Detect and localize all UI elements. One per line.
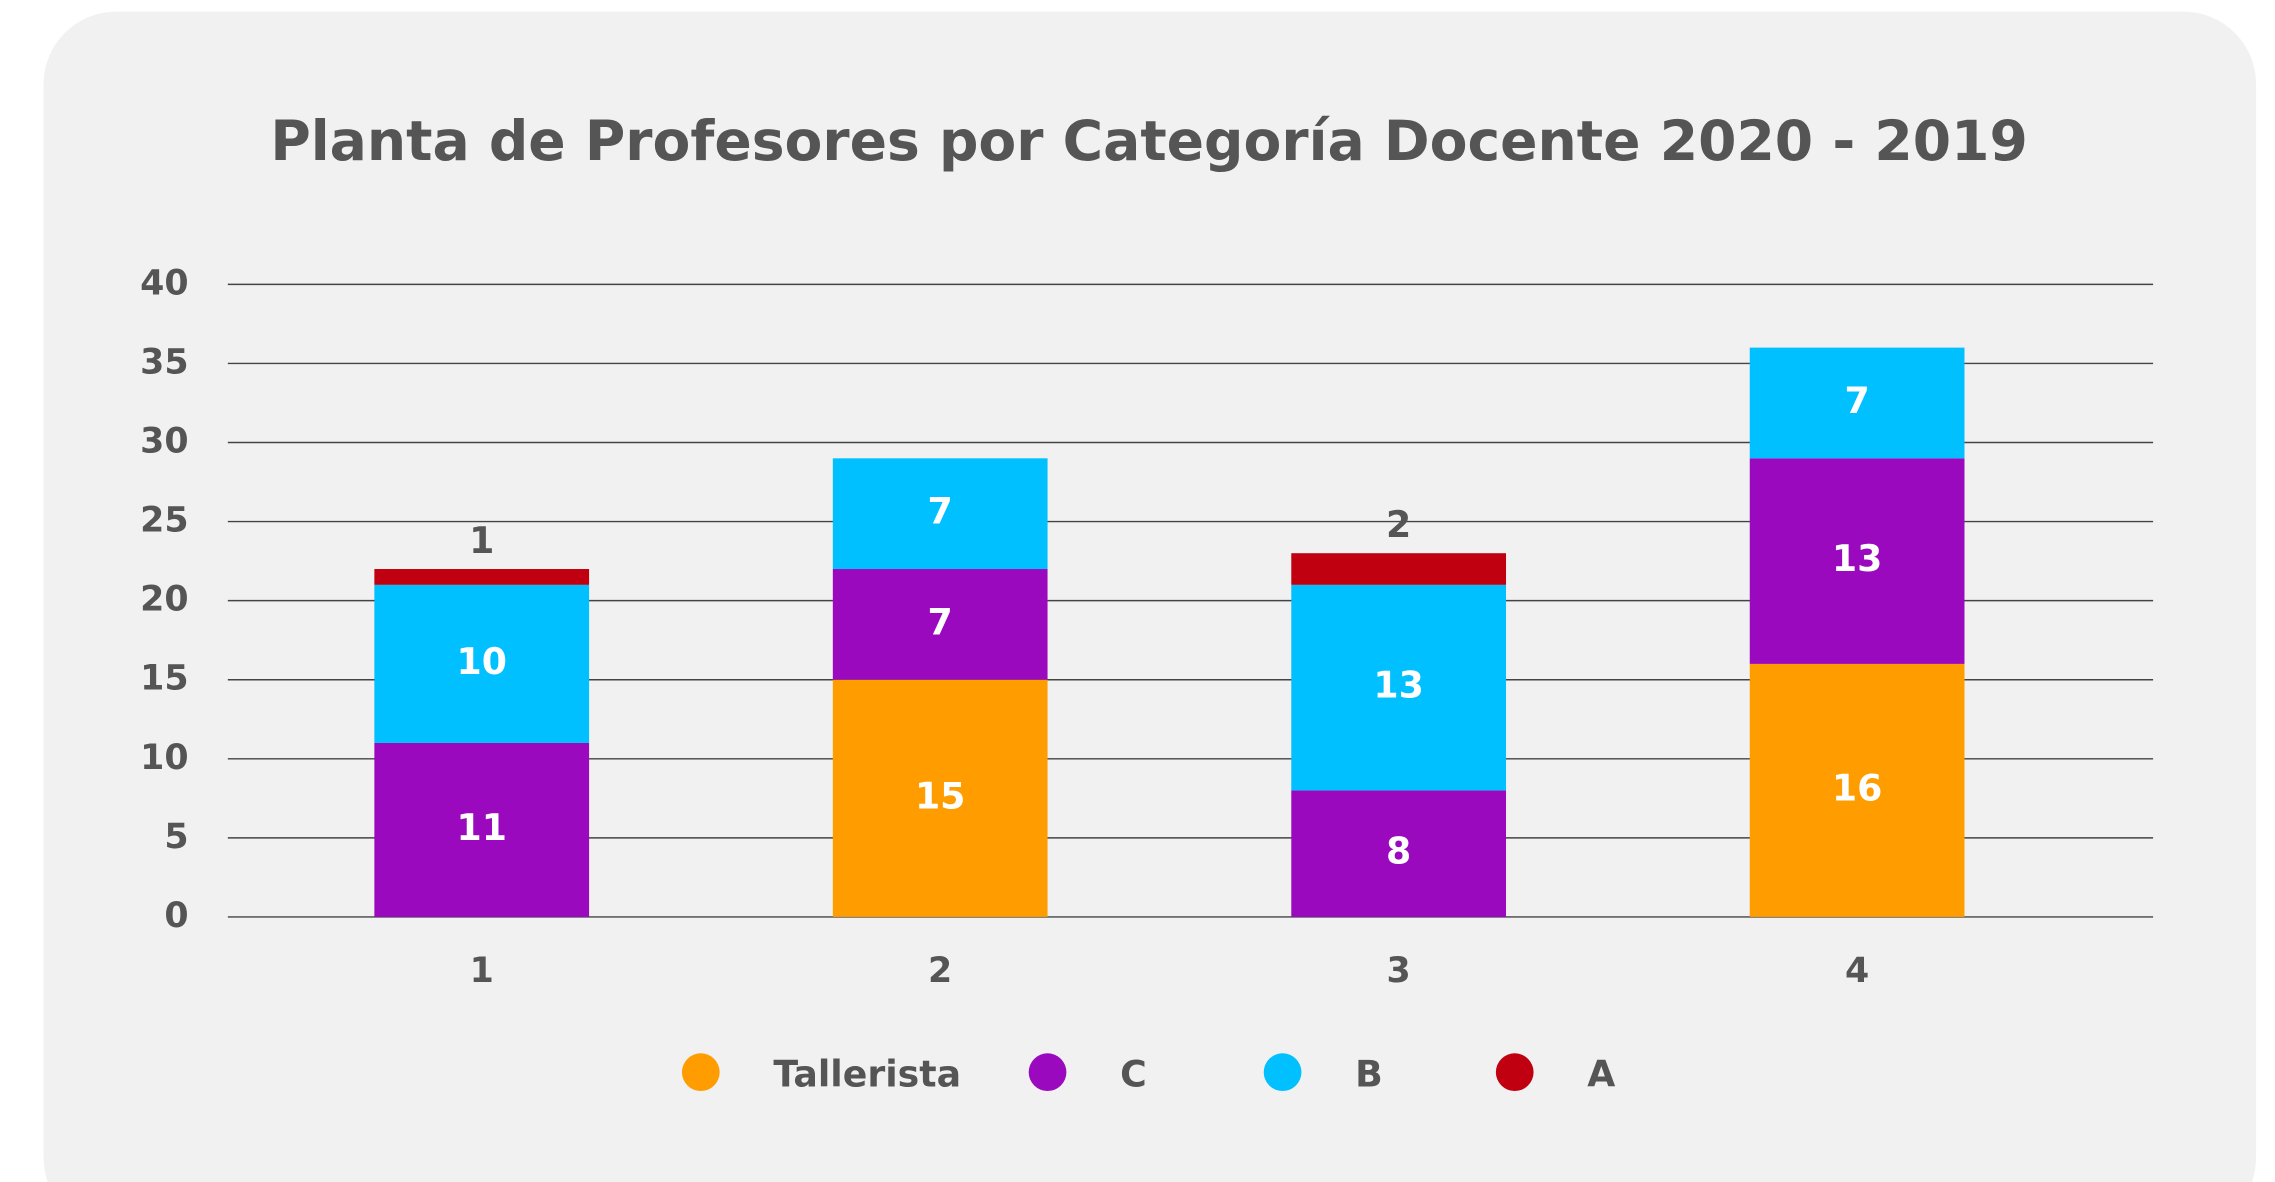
data-label: 15 [915,774,965,817]
y-tick-label: 15 [140,659,188,699]
legend-marker [1263,1053,1302,1092]
data-label: 11 [456,806,506,849]
y-tick-label: 40 [140,263,188,303]
x-tick-label: 2 [928,951,952,991]
data-label: 2 [1386,503,1411,546]
data-label: 7 [1844,379,1869,422]
y-tick-label: 5 [164,817,188,857]
data-label: 13 [1832,537,1882,580]
data-label: 13 [1373,664,1423,707]
data-label: 16 [1832,766,1882,809]
data-label: 10 [456,640,506,683]
bar-segment [1291,553,1507,585]
bar-segment [374,742,590,917]
x-tick-label: 1 [470,951,494,991]
chart-title: Planta de Profesores por Categoría Docen… [270,110,2028,174]
legend-marker [681,1053,720,1092]
data-label: 7 [928,600,953,643]
bar-segment [1749,458,1965,664]
legend-label: C [1120,1053,1147,1096]
data-label: 8 [1386,830,1411,873]
y-tick-label: 35 [140,342,188,382]
legend-label: A [1587,1053,1615,1096]
legend-marker [1028,1053,1067,1092]
y-tick-label: 10 [140,738,188,778]
legend-label: B [1355,1053,1383,1096]
bar-segment [832,679,1048,917]
bar-segment [832,458,1048,570]
bar-segment [1291,584,1507,791]
legend-marker [1495,1053,1534,1092]
x-tick-label: 4 [1845,951,1869,991]
y-tick-label: 0 [164,896,188,936]
x-tick-label: 3 [1387,951,1411,991]
data-label: 1 [469,519,494,562]
bar-segment [1749,663,1965,917]
bar-segment [1291,790,1507,917]
legend-label: Tallerista [773,1053,961,1096]
y-tick-label: 30 [140,422,188,462]
y-tick-label: 25 [140,501,188,541]
data-label: 7 [928,490,953,533]
bar-segment [1749,347,1965,459]
y-tick-label: 20 [140,580,188,620]
bar-segment [832,569,1048,680]
panel [43,11,2257,1182]
bar-segment [374,569,590,585]
bar-segment [374,584,590,743]
